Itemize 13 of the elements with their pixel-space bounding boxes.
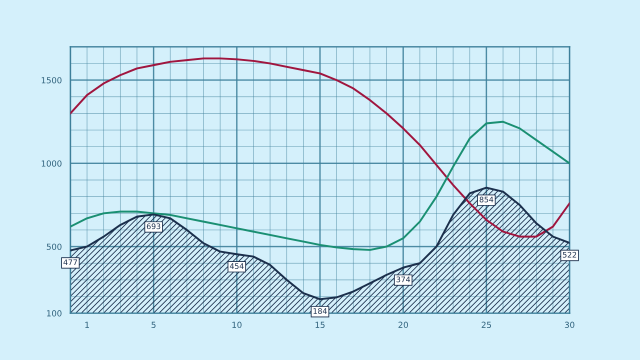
x-tick-label: 25 bbox=[482, 322, 491, 328]
y-tick-label: 1500 bbox=[42, 77, 62, 84]
y-tick-label: 100 bbox=[47, 310, 62, 316]
x-tick-label: 20 bbox=[398, 322, 408, 328]
y-tick-label: 1000 bbox=[42, 160, 62, 167]
x-tick-label: 10 bbox=[232, 322, 242, 328]
y-tick-label: 500 bbox=[46, 244, 62, 250]
x-tick-label: 1 bbox=[85, 322, 89, 328]
x-tick-label: 15 bbox=[316, 322, 325, 328]
line-series bbox=[70, 57, 570, 238]
line-series bbox=[70, 120, 570, 251]
x-tick-label: 5 bbox=[152, 322, 156, 328]
x-tick-label: 30 bbox=[564, 322, 574, 328]
